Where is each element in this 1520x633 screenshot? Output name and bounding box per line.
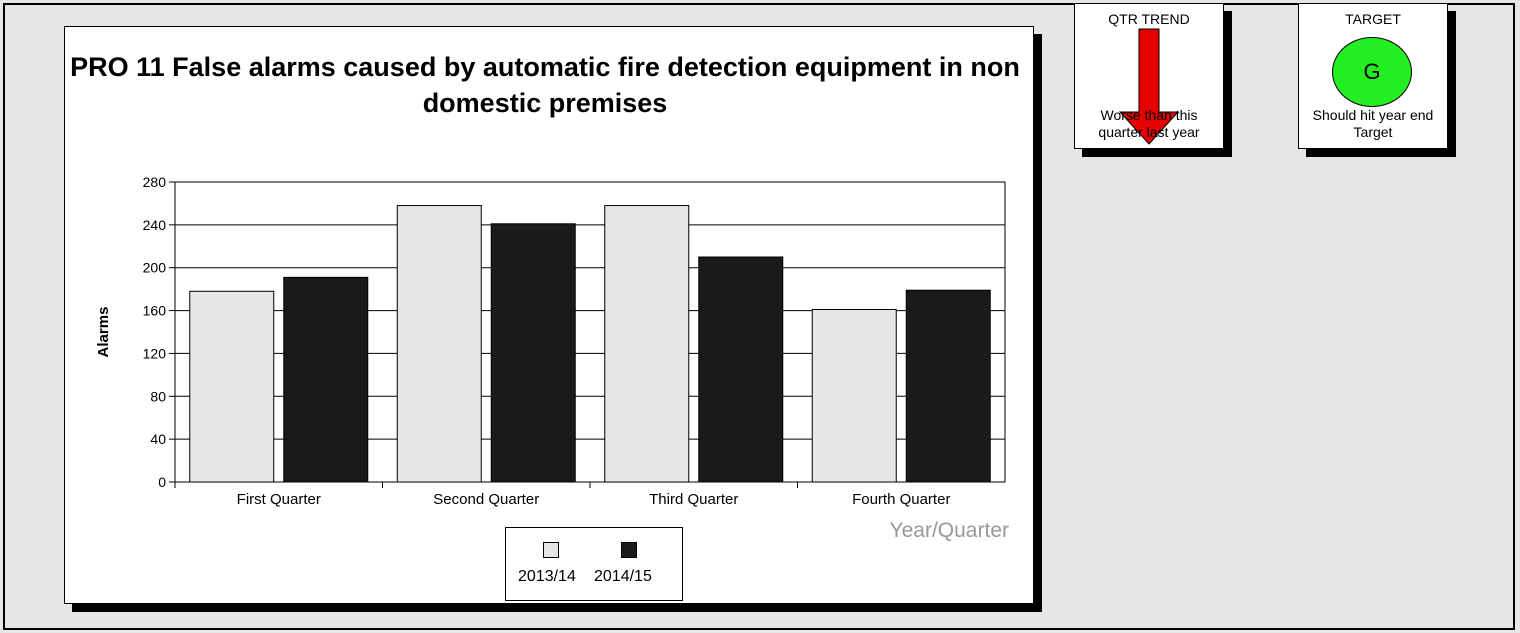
bar-2013-14-2: [396, 205, 482, 483]
qtr-trend-text: Worse than this quarter last year: [1075, 107, 1223, 141]
bar-chart: 0 40 80 120 160 200 240 280 First Quarter Second …: [95, 174, 1009, 542]
legend-label-series-1: 2013/14: [518, 568, 576, 585]
bar-2014-15-2: [490, 223, 576, 483]
target-status-letter: G: [1363, 59, 1381, 84]
y-tick-label: 200: [143, 260, 167, 276]
target-text-line-2: Target: [1353, 124, 1393, 140]
target-status-circle: G: [1332, 37, 1412, 107]
legend-swatch-series-1: [543, 542, 559, 558]
y-tick-label: 240: [143, 217, 167, 233]
x-axis-label: Year/Quarter: [890, 519, 1009, 542]
qtr-trend-text-line-2: quarter last year: [1098, 124, 1200, 140]
y-tick-label: 160: [143, 303, 167, 319]
bar-2013-14-1: [189, 290, 275, 483]
y-tick-label: 80: [150, 388, 166, 404]
y-axis-label: Alarms: [95, 307, 112, 358]
target-text-line-1: Should hit year end: [1312, 107, 1434, 123]
y-tick-label: 40: [150, 431, 166, 447]
qtr-trend-text-line-1: Worse than this: [1100, 107, 1198, 123]
qtr-trend-title: QTR TREND: [1108, 11, 1190, 27]
bar-2013-14-3: [604, 205, 690, 483]
x-tick-label: Fourth Quarter: [852, 491, 950, 508]
y-tick-label: 0: [158, 474, 166, 490]
x-tick-label: Third Quarter: [649, 491, 738, 508]
target-text: Should hit year end Target: [1299, 107, 1447, 141]
x-tick-label: First Quarter: [237, 491, 321, 508]
chart-title: PRO 11 False alarms caused by automatic …: [70, 52, 1020, 118]
legend-label-series-2: 2014/15: [594, 568, 652, 585]
y-tick-label: 280: [143, 174, 167, 190]
y-tick-label: 120: [143, 345, 167, 361]
qtr-trend-panel: QTR TREND Worse than this quarter last y…: [1074, 3, 1224, 149]
legend-swatch-series-2: [621, 542, 637, 558]
bar-2013-14-4: [811, 309, 897, 483]
bar-2014-15-4: [905, 289, 991, 483]
x-tick-label: Second Quarter: [433, 491, 539, 508]
bar-2014-15-3: [698, 256, 784, 483]
target-panel: TARGET G Should hit year end Target: [1298, 3, 1448, 149]
chart-legend: 2013/14 2014/15: [505, 527, 683, 601]
down-arrow-icon: [1118, 28, 1180, 145]
bar-2014-15-1: [283, 276, 369, 483]
chart-panel: PRO 11 False alarms caused by automatic …: [64, 26, 1034, 604]
target-title: TARGET: [1345, 11, 1401, 27]
